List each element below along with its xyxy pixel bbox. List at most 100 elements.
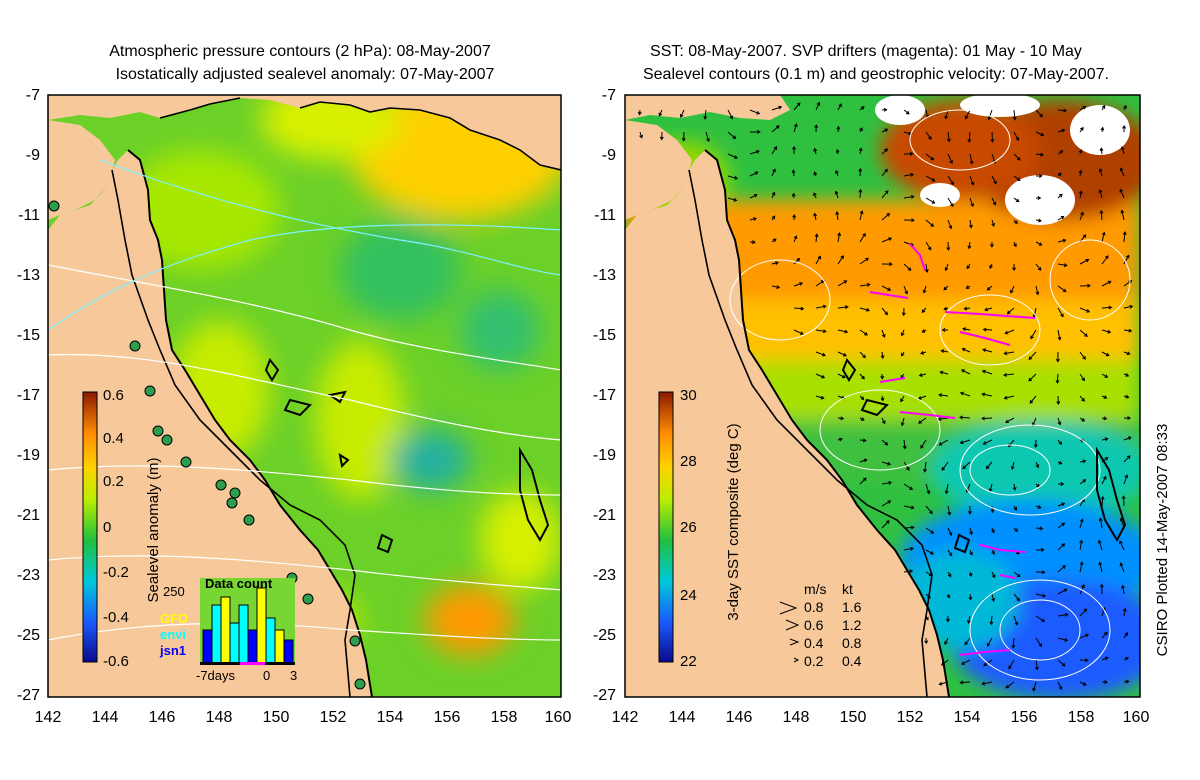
velocity-arrow — [679, 109, 685, 118]
velocity-arrow — [793, 102, 801, 111]
velocity-arrow — [1123, 679, 1130, 684]
velocity-arrow — [947, 153, 953, 164]
velocity-arrow — [880, 373, 885, 380]
velocity-arrow — [917, 395, 927, 400]
right-colorbar-ticks: 30 28 26 24 22 — [680, 387, 697, 670]
colorbar-tick: 0 — [103, 519, 111, 536]
velocity-arrow — [881, 262, 893, 267]
velocity-arrow — [1035, 152, 1045, 157]
velocity-arrow — [1013, 615, 1019, 626]
velocity-key-ms: 0.2 — [804, 653, 824, 669]
velocity-arrow — [946, 131, 951, 143]
velocity-arrow — [925, 527, 935, 534]
velocity-arrow — [1057, 150, 1064, 155]
velocity-arrow — [1012, 483, 1017, 491]
velocity-key-arrow — [793, 657, 800, 663]
velocity-arrow — [968, 593, 973, 601]
inset-x-tick: 0 — [263, 668, 270, 683]
velocity-arrow — [881, 500, 892, 507]
lon-tick: 142 — [612, 709, 639, 726]
velocity-arrow — [1099, 147, 1104, 155]
velocity-key-kt: 0.4 — [842, 653, 862, 669]
velocity-arrow — [967, 131, 972, 143]
tide-gauge — [129, 340, 141, 352]
velocity-arrow — [925, 153, 935, 161]
lon-tick: 146 — [726, 709, 753, 726]
velocity-arrow — [1030, 329, 1037, 340]
colorbar-tick: 0.4 — [103, 430, 124, 447]
velocity-arrow — [1057, 637, 1069, 642]
velocity-arrow — [813, 147, 818, 155]
velocity-arrow — [880, 351, 885, 360]
lon-tick: 146 — [149, 709, 176, 726]
velocity-arrow — [1035, 526, 1044, 531]
velocity-arrow — [1057, 460, 1063, 465]
velocity-arrow — [749, 129, 761, 134]
velocity-arrow — [1098, 561, 1103, 573]
velocity-arrow — [1057, 193, 1063, 199]
velocity-arrow — [858, 147, 863, 155]
velocity-arrow — [705, 131, 710, 143]
lat-tick: -15 — [17, 327, 40, 344]
velocity-arrow — [837, 232, 842, 243]
velocity-arrow — [1035, 659, 1039, 671]
velocity-arrow — [793, 329, 804, 335]
velocity-arrow — [1057, 543, 1066, 551]
velocity-arrow — [727, 197, 738, 202]
velocity-arrow — [920, 439, 927, 449]
velocity-arrow — [1035, 615, 1046, 622]
velocity-arrow — [858, 188, 863, 199]
velocity-arrow — [1079, 307, 1091, 313]
velocity-key-header-ms: m/s — [804, 581, 827, 597]
velocity-arrow — [1079, 329, 1088, 337]
velocity-arrow — [835, 148, 840, 155]
velocity-arrow — [939, 370, 949, 375]
velocity-arrow — [1029, 395, 1037, 404]
velocity-arrow — [1013, 175, 1021, 181]
velocity-arrow — [1005, 681, 1015, 689]
left-coastline — [127, 149, 373, 697]
velocity-arrow — [1008, 659, 1015, 670]
velocity-arrow — [1057, 285, 1067, 293]
velocity-arrow — [1035, 263, 1042, 271]
velocity-arrow — [1078, 149, 1083, 155]
velocity-arrow — [1101, 329, 1112, 334]
velocity-arrow — [880, 395, 885, 402]
velocity-arrow — [1079, 417, 1086, 422]
velocity-arrow — [903, 151, 914, 156]
velocity-arrow — [941, 461, 949, 471]
velocity-arrow — [1057, 108, 1067, 113]
inset-legend-jsn1: jsn1 — [159, 643, 186, 658]
velocity-arrow — [1101, 416, 1108, 421]
lon-tick: 154 — [377, 709, 404, 726]
velocity-arrow — [859, 127, 863, 133]
velocity-arrow — [944, 263, 949, 272]
velocity-arrow — [900, 329, 905, 337]
tide-gauge — [180, 456, 192, 468]
right-cloud-gaps — [875, 95, 1130, 225]
velocity-arrow — [989, 241, 994, 248]
velocity-arrow — [947, 197, 954, 208]
velocity-arrow — [1005, 417, 1015, 424]
velocity-arrow — [1056, 395, 1061, 406]
velocity-arrow — [1122, 231, 1127, 243]
velocity-arrow — [969, 197, 975, 208]
lat-tick: -23 — [593, 567, 616, 584]
inset-x-tick: -7days — [196, 668, 236, 683]
velocity-arrow — [963, 306, 971, 311]
velocity-arrow — [983, 659, 993, 667]
tide-gauge — [229, 487, 241, 499]
left-title-line1: Atmospheric pressure contours (2 hPa): 0… — [109, 43, 491, 60]
lon-tick: 152 — [897, 709, 924, 726]
left-land-cape-york — [48, 120, 115, 220]
lon-tick: 156 — [1011, 709, 1038, 726]
velocity-arrow — [837, 373, 846, 379]
velocity-arrow — [925, 197, 936, 204]
velocity-arrow — [1013, 197, 1020, 203]
velocity-arrow — [859, 351, 866, 359]
velocity-arrow — [1100, 495, 1105, 507]
velocity-arrow — [1013, 153, 1021, 161]
velocity-arrow — [1079, 633, 1090, 639]
data-count-inset: Data count 250 GFO envi jsn1 -7days 0 3 — [159, 576, 297, 683]
left-title-line2: Isostatically adjusted sealevel anomaly:… — [116, 66, 495, 83]
